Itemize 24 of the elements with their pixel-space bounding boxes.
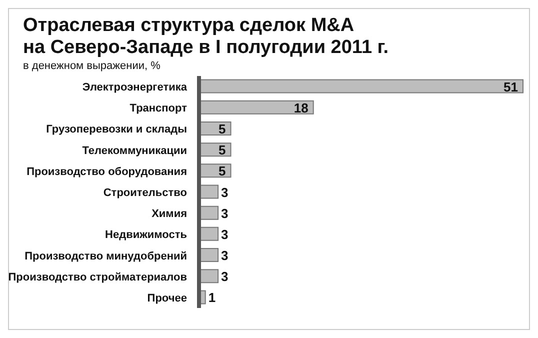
text: в денежном выражении, % [23, 60, 162, 72]
y-tick-label: Транспорт [130, 102, 188, 115]
y-tick-label: Химия [152, 208, 187, 220]
data-label: 3 [221, 248, 228, 264]
data-label: 5 [218, 142, 226, 158]
y-tick-label: Производство минудобрений [24, 250, 187, 262]
data-label: 3 [221, 184, 228, 200]
data-label: 51 [504, 79, 518, 94]
data-label: 5 [218, 121, 226, 136]
y-tick-label: Недвижимость [105, 229, 188, 242]
y-tick-label: Прочее [147, 292, 187, 304]
data-label: 3 [221, 226, 228, 242]
data-label: 5 [218, 164, 226, 179]
data-label: 3 [221, 206, 228, 221]
chart-title: Отраслевая структура сделок M&A на Северо-Западе в I полугодии 2011 г. [23, 15, 390, 59]
y-tick-label: Телекоммуникации [82, 144, 187, 157]
y-tick-label: Грузоперевозки и склады [46, 124, 187, 136]
y-tick-label: Производство оборудования [26, 166, 187, 178]
data-label: 1 [208, 290, 216, 306]
y-tick-label: Строительство [103, 187, 188, 199]
y-tick-label: Электроэнергетика [82, 82, 188, 94]
data-label: 3 [221, 269, 228, 284]
data-label: 18 [294, 100, 308, 116]
y-tick-label: Производство стройматериалов [8, 271, 188, 284]
